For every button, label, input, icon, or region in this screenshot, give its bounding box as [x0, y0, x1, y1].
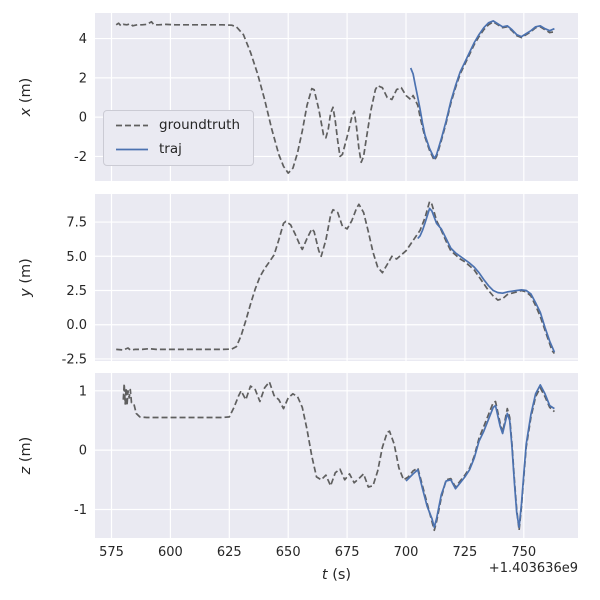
- traj-solid-line-sample: [116, 148, 148, 151]
- y-tick-label: 4: [79, 32, 87, 47]
- x-axis-label: t (s): [322, 567, 351, 583]
- x-tick-label: 675: [335, 545, 360, 560]
- legend-label-groundtruth: groundtruth: [159, 117, 241, 133]
- y-tick-label: 0: [79, 111, 87, 126]
- y-tick-label: 2.5: [66, 284, 87, 299]
- y-tick-label: 2: [79, 71, 87, 86]
- legend-label-traj: traj: [159, 140, 182, 157]
- y-tick-label: 0: [79, 444, 87, 459]
- y-axis-label: y (m): [18, 258, 34, 298]
- legend: groundtruth traj: [103, 110, 255, 166]
- x-tick-label: 575: [99, 545, 124, 560]
- series-traj-y: [417, 207, 556, 353]
- plot-panel: [95, 194, 578, 361]
- subplot-y: -2.5 0.0 2.5 5.0 7.5 y (m): [18, 194, 578, 367]
- x-tick-label: 750: [511, 545, 536, 560]
- x-tick-label: 650: [276, 545, 301, 560]
- y-axis-label: x (m): [18, 78, 34, 118]
- legend-entry-groundtruth: groundtruth: [115, 117, 241, 133]
- y-tick-label: 0.0: [66, 318, 87, 333]
- groundtruth-dashed-line-sample: [116, 124, 148, 127]
- x-tick-label: 600: [158, 545, 183, 560]
- x-tick-label: 625: [217, 545, 242, 560]
- subplot-x: -2 0 2 4 x (m): [18, 13, 578, 181]
- series-traj-x: [409, 20, 555, 160]
- y-tick-label: 5.0: [66, 250, 87, 265]
- x-axis-offset-text: +1.403636e9: [489, 561, 578, 576]
- series-traj-z: [405, 384, 555, 529]
- y-tick-label: -1: [74, 503, 87, 518]
- y-tick-label: -2: [74, 150, 87, 165]
- y-tick-label: 1: [79, 384, 87, 399]
- y-tick-label: 7.5: [66, 216, 87, 231]
- series-groundtruth-x: [115, 20, 555, 174]
- plot-panel: [95, 373, 578, 538]
- x-tick-label: 725: [452, 545, 477, 560]
- x-tick-label: 700: [394, 545, 419, 560]
- legend-entry-traj: traj: [115, 140, 240, 157]
- y-axis-label: z (m): [18, 437, 34, 476]
- subplot-z: -1 0 1 z (m): [18, 373, 578, 538]
- y-tick-label: -2.5: [62, 352, 87, 367]
- series-groundtruth-y: [116, 200, 556, 355]
